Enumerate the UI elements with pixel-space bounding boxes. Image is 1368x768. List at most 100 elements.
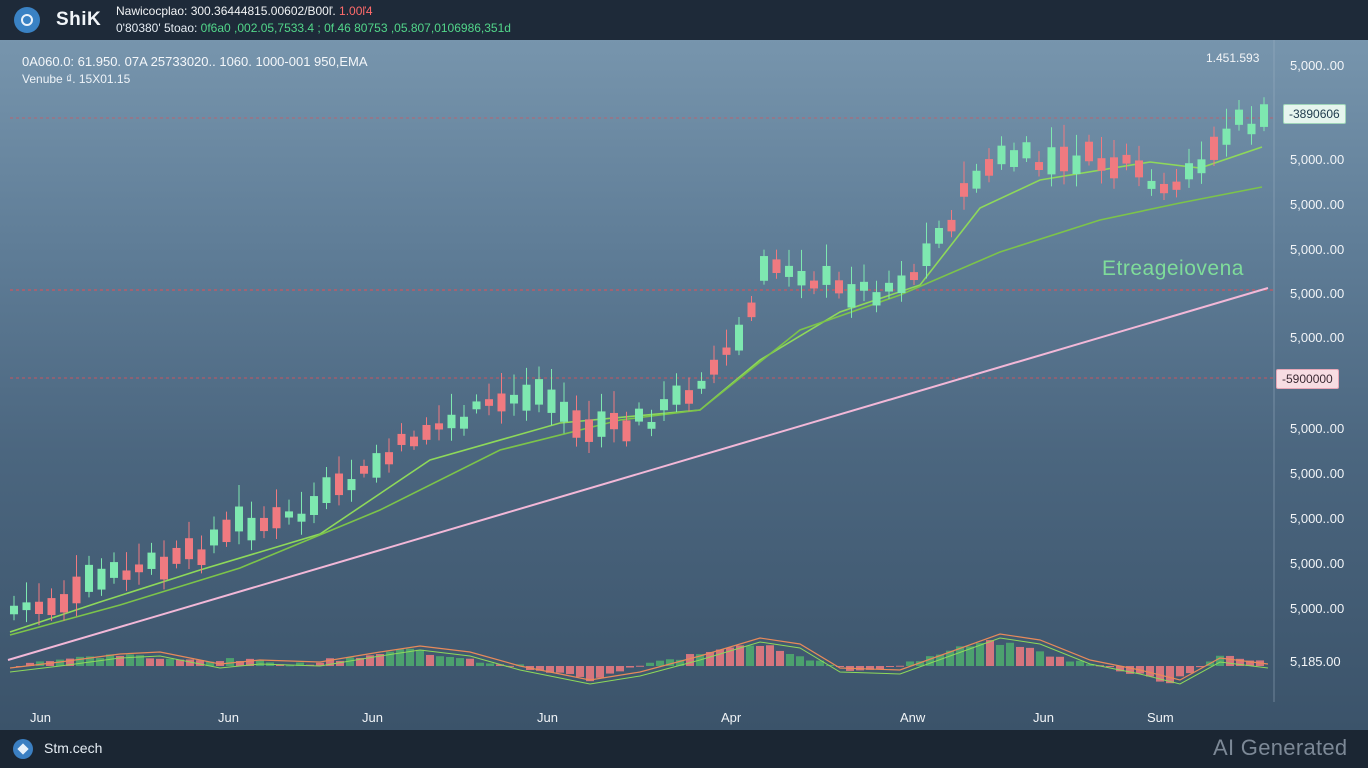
volume-bar <box>1036 651 1044 666</box>
candle-body <box>922 243 931 267</box>
volume-bar <box>256 660 264 666</box>
y-axis-label: 5,000..00 <box>1290 466 1345 481</box>
volume-legend[interactable]: Venube ₫. 15X01.15 <box>22 72 131 86</box>
candle-body <box>397 433 406 445</box>
volume-bar <box>96 658 104 666</box>
y-axis-label: 5,000..00 <box>1290 511 1345 526</box>
candle-body <box>172 547 181 564</box>
volume-bar <box>416 649 424 666</box>
candle-body <box>522 384 531 411</box>
current-price-badge: -3890606 <box>1283 104 1346 124</box>
y-axis-label: 5,000..00 <box>1290 421 1345 436</box>
volume-bar <box>986 640 994 666</box>
volume-bar <box>166 658 174 666</box>
candle-body <box>247 517 256 541</box>
candle-body <box>1122 154 1131 164</box>
volume-bar <box>496 664 504 666</box>
app-logo-icon[interactable] <box>14 7 40 33</box>
site-name[interactable]: Stm.cech <box>44 740 103 756</box>
candle-body <box>772 259 781 273</box>
volume-bar <box>476 662 484 666</box>
oscillator-signal-line <box>9 637 1269 685</box>
candle-body <box>347 479 356 491</box>
candle-body <box>422 424 431 440</box>
volume-bar <box>1176 666 1184 677</box>
chart-canvas[interactable] <box>0 40 1368 730</box>
site-logo-icon[interactable] <box>13 739 33 759</box>
y-axis-label: 5,000..00 <box>1290 556 1345 571</box>
candle-body <box>685 390 693 404</box>
top-price-label: 1.451.593 <box>1206 51 1260 65</box>
candle-body <box>985 159 993 176</box>
volume-bar <box>956 646 964 666</box>
volume-bar <box>286 665 294 667</box>
price-chart[interactable]: 0A060.0: 61.950. 07A 25733020.. 1060. 10… <box>0 40 1368 730</box>
volume-bar <box>196 660 204 666</box>
candle-body <box>697 380 706 389</box>
candle-body <box>210 529 218 546</box>
candle-body <box>285 511 293 518</box>
candle-body <box>872 292 881 306</box>
candle-body <box>1210 136 1218 160</box>
oscillator-line <box>9 633 1269 681</box>
candle-body <box>910 272 918 281</box>
volume-bar <box>486 663 494 666</box>
volume-bar <box>156 658 164 666</box>
volume-bar <box>686 654 694 666</box>
volume-bar <box>676 659 684 666</box>
candle-body <box>1147 180 1156 189</box>
volume-bar <box>1126 666 1134 674</box>
candle-body <box>260 517 268 532</box>
volume-bar <box>1116 666 1124 672</box>
candle-body <box>760 256 768 281</box>
ticker-info-line2: 0'80380' 5toao: 0f6a0 ,002.05,7533.4 ; 0… <box>116 21 511 35</box>
volume-bar <box>1006 642 1014 666</box>
candle-body <box>222 519 231 543</box>
candle-body <box>797 270 806 286</box>
candle-body <box>572 410 581 438</box>
ticker-symbol[interactable]: ShiK <box>56 9 102 30</box>
volume-bar <box>1076 660 1084 666</box>
candle-body <box>535 379 543 405</box>
volume-bar <box>336 660 344 666</box>
volume-bar <box>1226 655 1234 666</box>
volume-bar <box>946 650 954 666</box>
volume-bar <box>1016 646 1024 666</box>
x-axis-label: Jun <box>537 710 558 725</box>
candle-body <box>735 324 743 351</box>
candle-body <box>897 275 906 294</box>
volume-bar <box>1166 666 1174 684</box>
candle-body <box>110 562 118 578</box>
volume-bar <box>1186 666 1194 674</box>
volume-bar <box>776 650 784 666</box>
volume-bar <box>236 661 244 666</box>
candle-body <box>1060 146 1068 172</box>
candle-body <box>1047 147 1056 175</box>
candle-body <box>235 506 243 532</box>
volume-bar <box>86 656 94 666</box>
volume-bar <box>876 666 884 670</box>
candle-body <box>1110 157 1118 179</box>
candle-body <box>1135 160 1143 178</box>
candle-body <box>935 228 943 244</box>
candle-body <box>1197 159 1206 174</box>
candle-body <box>1072 155 1081 175</box>
volume-bar <box>966 646 974 666</box>
candle-body <box>472 401 481 410</box>
volume-bar <box>356 658 364 666</box>
volume-bar <box>916 661 924 666</box>
volume-bar <box>1066 661 1074 666</box>
candle-body <box>47 598 56 616</box>
candle-body <box>72 576 81 604</box>
ai-generated-watermark: AI Generated <box>1213 735 1348 760</box>
candle-body <box>385 452 393 465</box>
indicator-legend[interactable]: 0A060.0: 61.950. 07A 25733020.. 1060. 10… <box>22 54 368 69</box>
y-axis-label: 5,000..00 <box>1290 330 1345 345</box>
volume-bar <box>716 649 724 666</box>
candle-body <box>847 284 856 308</box>
volume-bar <box>316 662 324 666</box>
candle-body <box>322 477 331 503</box>
candle-body <box>585 419 593 442</box>
volume-bar <box>106 654 114 666</box>
y-axis-label: 5,000..00 <box>1290 197 1345 212</box>
